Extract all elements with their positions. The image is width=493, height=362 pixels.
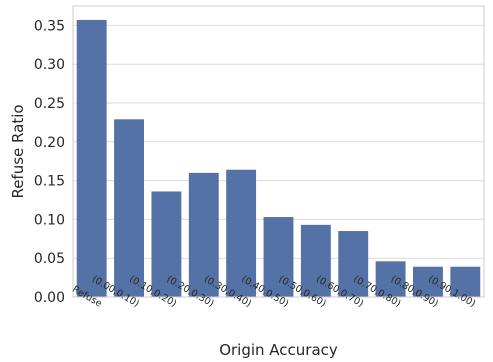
y-tick-label: 0.05 [34,251,65,267]
y-tick-label: 0.10 [34,212,65,228]
y-tick-label: 0.20 [34,135,65,151]
y-axis-title: Refuse Ratio [9,104,27,198]
y-tick-label: 0.00 [34,290,65,306]
plot-frame [72,5,485,298]
bar [300,224,331,297]
y-tick-labels: 0.00 0.05 0.10 0.15 0.20 0.25 0.30 0.35 [34,18,65,306]
y-tick-label: 0.25 [34,96,65,112]
y-tick-label: 0.15 [34,174,65,190]
bars [76,19,481,298]
bar [114,119,144,298]
x-axis-title: Origin Accuracy [219,341,338,359]
bar [151,191,182,297]
bar [338,231,369,297]
bar [413,266,443,297]
bar [450,266,481,297]
bar [188,172,219,297]
bar [263,217,294,297]
bar [375,261,406,297]
y-tick-label: 0.30 [34,57,65,73]
bar [226,169,257,297]
bar [76,19,107,298]
y-tick-label: 0.35 [34,18,65,34]
